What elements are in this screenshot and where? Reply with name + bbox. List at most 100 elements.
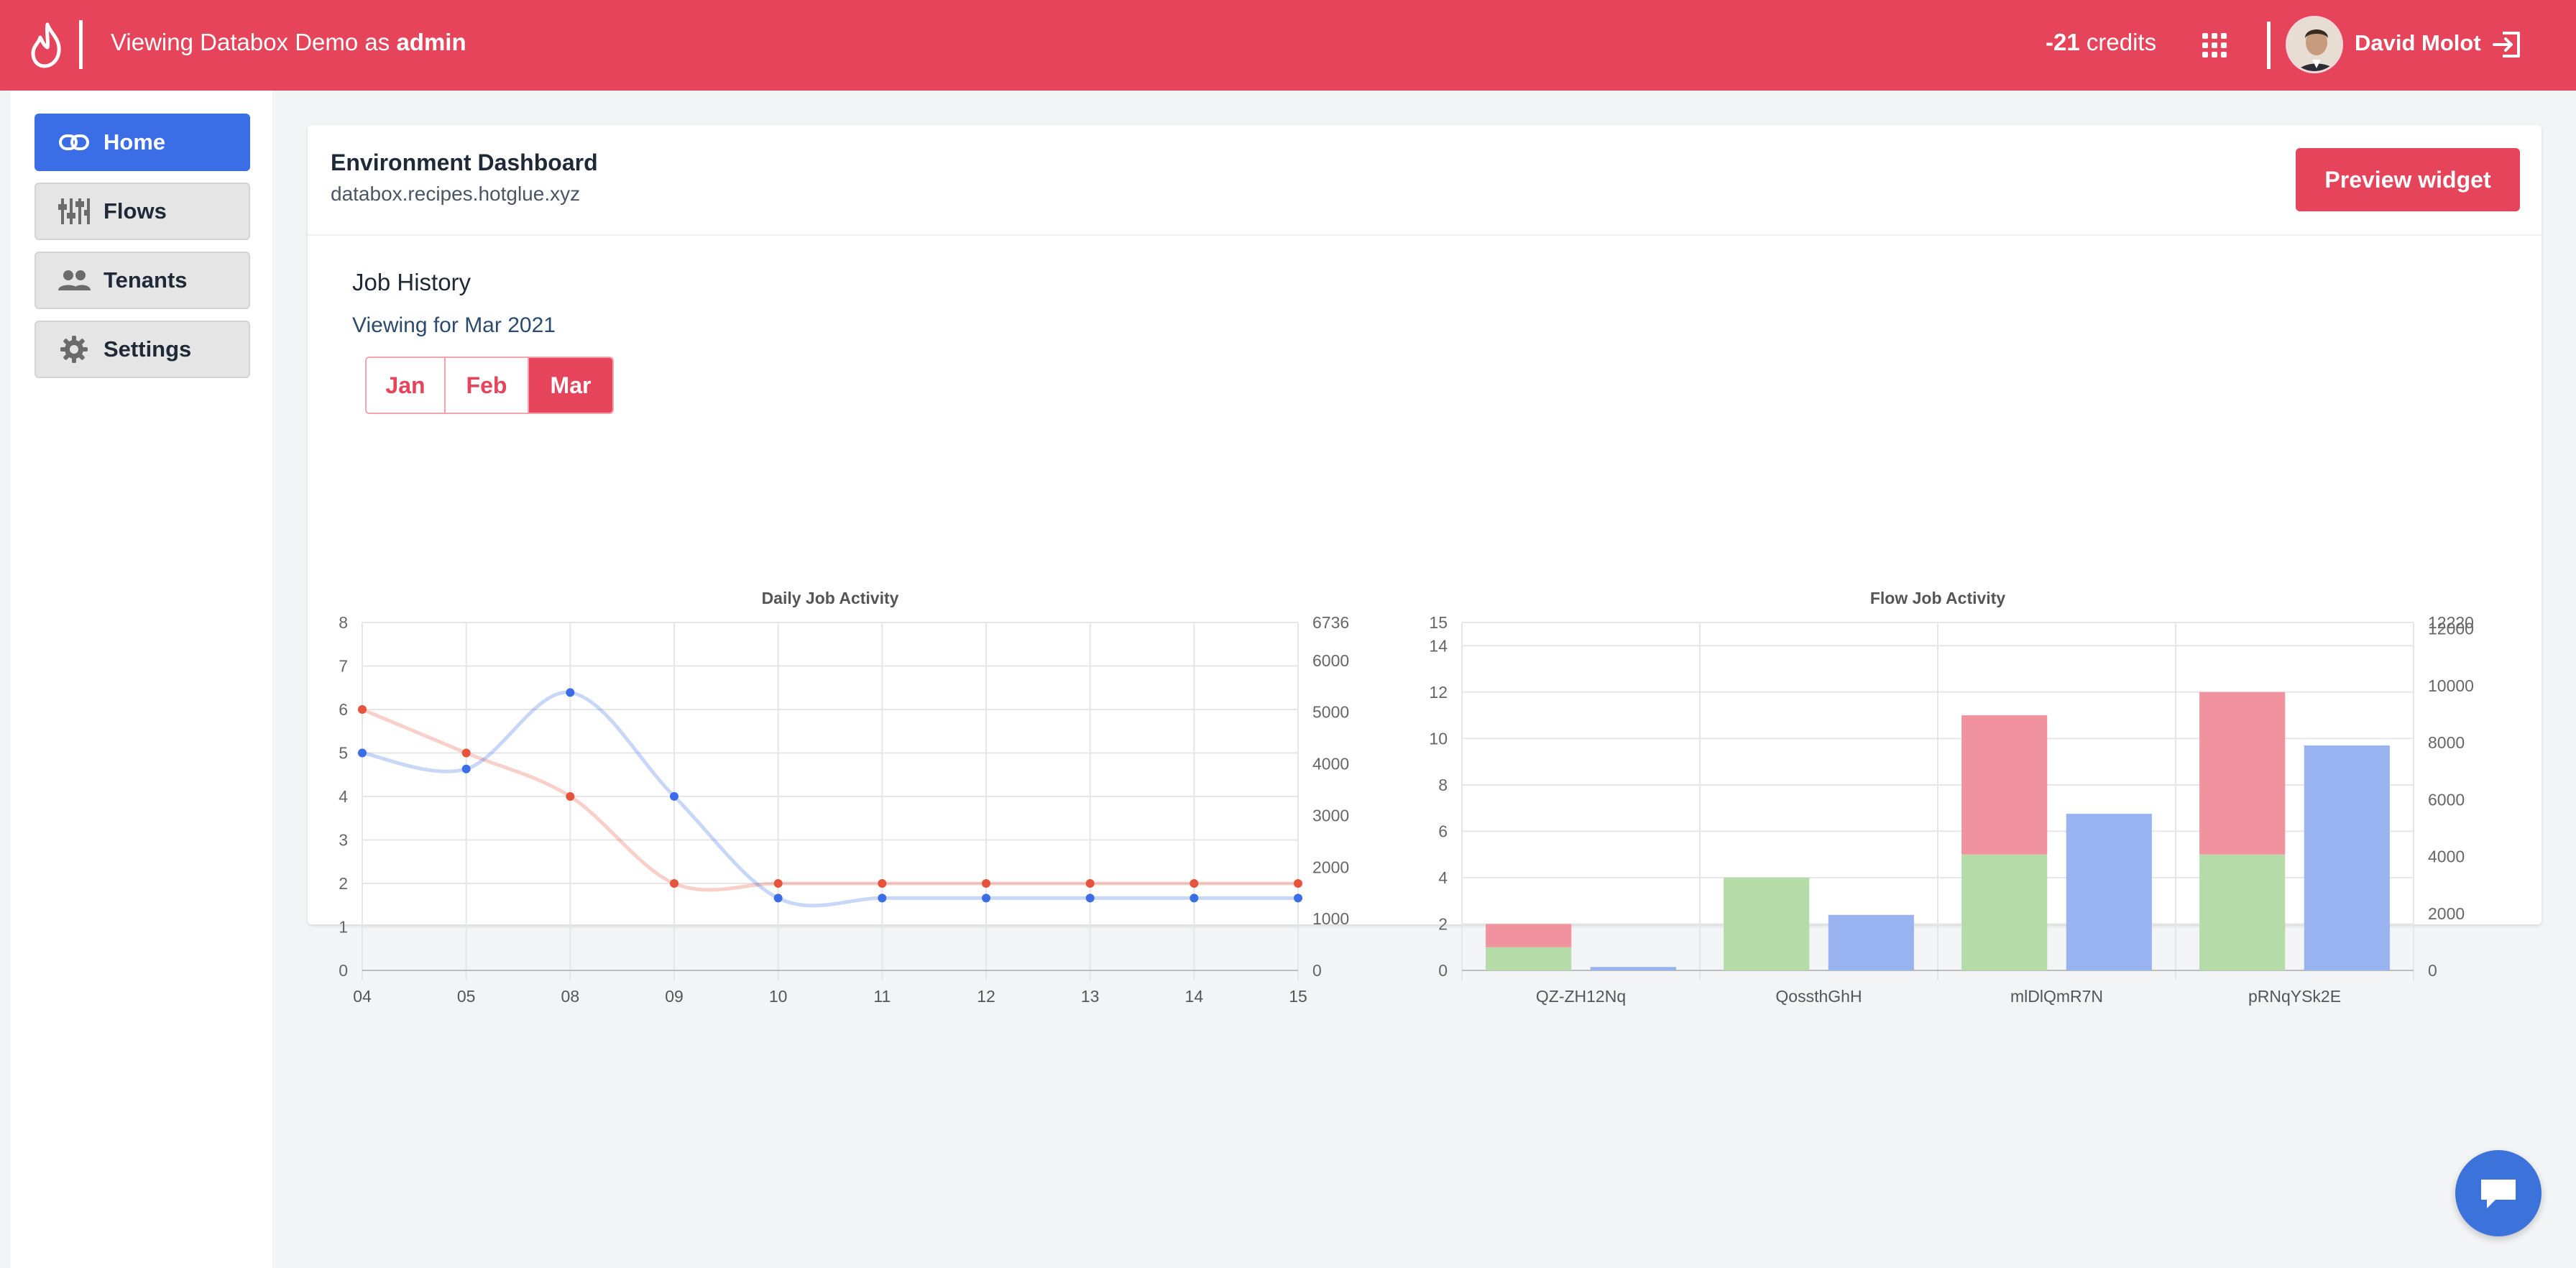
data-point: [982, 879, 990, 888]
apps-grid-icon[interactable]: [2202, 33, 2227, 58]
y2-tick-label: 1000: [1312, 909, 1349, 928]
y-tick-label: 6: [339, 700, 348, 719]
bar: [1961, 715, 2048, 855]
data-point: [1190, 893, 1199, 903]
sidebar-item-label: Settings: [104, 336, 192, 362]
page-title: Environment Dashboard: [331, 150, 598, 175]
sliders-icon: [58, 197, 91, 226]
y2-tick-label: 8000: [2428, 733, 2465, 752]
data-point: [773, 879, 783, 888]
viewing-user: admin: [396, 29, 466, 55]
bar: [1828, 914, 1914, 970]
sidebar-item-label: Home: [104, 129, 166, 155]
bar: [1961, 854, 2048, 970]
dashboard-card: Environment Dashboard databox.recipes.ho…: [308, 125, 2542, 1006]
viewing-context: Viewing Databox Demo as admin: [111, 29, 466, 56]
y-tick-label: 14: [1429, 636, 1448, 655]
data-point: [566, 792, 575, 801]
y2-tick-label: 5000: [1312, 703, 1349, 722]
bar: [2066, 814, 2152, 970]
top-bar: Viewing Databox Demo as admin -21 credit…: [0, 0, 2576, 91]
y-tick-label: 2: [339, 874, 348, 893]
credits-value: -21: [2046, 29, 2080, 55]
logout-icon[interactable]: [2491, 29, 2523, 60]
x-tick-label: 15: [1289, 987, 1307, 1006]
data-point: [1294, 893, 1302, 903]
preview-widget-button[interactable]: Preview widget: [2296, 148, 2520, 211]
x-tick-label: QossthGhH: [1775, 987, 1862, 1006]
data-point: [566, 688, 575, 697]
flow-job-activity-chart: Flow Job Activity 0 2 4 6 8 10 12 14 15 0 2000 4000 6…: [1429, 589, 2474, 1006]
logo-divider: [79, 20, 83, 69]
data-point: [773, 893, 783, 903]
y-tick-label: 8: [339, 613, 348, 632]
data-point: [358, 705, 367, 714]
sidebar-item-tenants[interactable]: Tenants: [34, 252, 250, 309]
y2-tick-label: 0: [2428, 961, 2437, 980]
y2-tick-label: 10000: [2428, 676, 2474, 695]
avatar[interactable]: [2286, 16, 2343, 73]
y-tick-label: 1: [339, 918, 348, 937]
y2-tick-label: 4000: [2428, 847, 2465, 866]
credits-indicator: -21 credits: [2046, 29, 2156, 56]
y-tick-label: 15: [1429, 613, 1448, 632]
sidebar-item-settings[interactable]: Settings: [34, 321, 250, 378]
x-tick-label: 11: [873, 987, 891, 1006]
x-tick-label: 04: [353, 987, 372, 1006]
bar: [2304, 745, 2390, 970]
y-tick-label: 7: [339, 657, 348, 676]
series-line-1: [362, 690, 1298, 908]
user-name[interactable]: David Molot: [2355, 30, 2481, 55]
x-tick-label: 05: [457, 987, 476, 1006]
bar: [2199, 692, 2286, 855]
chart-title: Daily Job Activity: [762, 589, 899, 607]
viewing-prefix: Viewing Databox Demo as: [111, 29, 390, 55]
data-point: [1085, 893, 1095, 903]
y2-tick-label: 12220: [2428, 613, 2474, 632]
data-point: [461, 748, 471, 758]
x-tick-label: QZ-ZH12Nq: [1536, 987, 1626, 1006]
data-point: [1085, 879, 1095, 888]
y-tick-label: 5: [339, 744, 348, 763]
sidebar-item-label: Flows: [104, 198, 167, 224]
sidebar-item-home[interactable]: Home: [34, 114, 250, 171]
y-tick-label: 12: [1429, 683, 1448, 702]
y-tick-label: 10: [1429, 729, 1448, 748]
data-point: [878, 879, 887, 888]
x-tick-label: 14: [1185, 987, 1204, 1006]
data-point: [1190, 879, 1199, 888]
y2-tick-label: 3000: [1312, 806, 1349, 824]
section-title: Job History: [352, 269, 472, 295]
y2-tick-label: 12000: [2428, 620, 2474, 638]
data-point: [878, 893, 887, 903]
x-tick-label: mlDlQmR7N: [2010, 987, 2103, 1006]
y2-tick-label: 6000: [1312, 651, 1349, 670]
x-tick-label: 08: [561, 987, 580, 1006]
flame-logo-icon[interactable]: [29, 22, 65, 69]
bar: [1590, 967, 1676, 970]
viewing-period: Viewing for Mar 2021: [352, 313, 556, 337]
chart-title: Flow Job Activity: [1870, 589, 2005, 607]
month-button-mar[interactable]: Mar: [528, 358, 612, 413]
chat-launcher-button[interactable]: [2455, 1150, 2542, 1236]
sidebar-item-flows[interactable]: Flows: [34, 183, 250, 240]
daily-job-activity-chart: Daily Job Activity0123456780100020003000…: [339, 589, 1349, 1006]
card-header: Environment Dashboard databox.recipes.ho…: [308, 125, 2542, 236]
month-button-feb[interactable]: Feb: [444, 358, 528, 413]
user-divider: [2267, 22, 2271, 69]
credits-label: credits: [2086, 29, 2157, 55]
y2-tick-label: 0: [1312, 961, 1322, 980]
y-tick-label: 6: [1438, 822, 1448, 840]
y2-tick-label: 6000: [2428, 790, 2465, 809]
sidebar: Home Flows Tenants Settings: [11, 91, 272, 1268]
x-tick-label: 13: [1081, 987, 1100, 1006]
y2-tick-label: 6736: [1312, 613, 1349, 632]
y-tick-label: 0: [339, 961, 348, 980]
x-tick-label: 09: [665, 987, 684, 1006]
data-point: [358, 748, 367, 758]
y-tick-label: 4: [339, 787, 348, 806]
month-button-jan[interactable]: Jan: [367, 358, 444, 413]
y-tick-label: 4: [1438, 868, 1448, 887]
y-tick-label: 0: [1438, 961, 1448, 980]
y-tick-label: 8: [1438, 776, 1448, 794]
